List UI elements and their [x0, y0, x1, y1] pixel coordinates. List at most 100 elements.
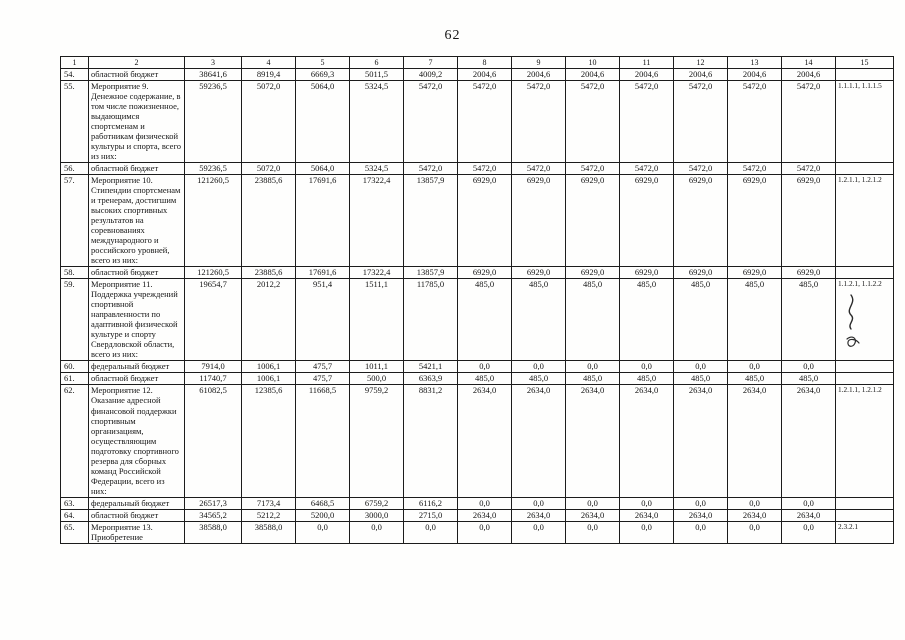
table-row: 59. Мероприятие 11. Поддержка учреждений …	[60, 278, 894, 362]
value-cell: 5472,0	[403, 80, 458, 164]
value-cell: 0,0	[565, 496, 620, 510]
value-cell: 485,0	[781, 372, 836, 386]
value-cell: 6929,0	[511, 266, 566, 280]
row-number-cell: 62.	[60, 384, 89, 498]
table-row: 55. Мероприятие 9. Денежное содержание, в…	[60, 80, 894, 164]
row-number-cell: 58.	[60, 266, 89, 280]
value-cell: 6116,2	[403, 496, 458, 510]
value-cell: 485,0	[619, 372, 674, 386]
value-cell: 11668,5	[295, 384, 350, 498]
value-cell: 17691,6	[295, 174, 350, 268]
value-cell: 4009,2	[403, 67, 458, 82]
value-cell: 23885,6	[241, 266, 296, 280]
value-cell: 9759,2	[349, 384, 404, 498]
value-cell: 5472,0	[673, 80, 728, 164]
row-name-cell: Мероприятие 13. Приобретение	[88, 520, 185, 544]
value-cell: 12385,6	[241, 384, 296, 498]
value-cell: 6759,2	[349, 496, 404, 510]
value-cell: 34565,2	[184, 508, 242, 522]
row-number-cell: 61.	[60, 372, 89, 386]
value-cell: 0,0	[511, 496, 566, 510]
value-cell: 485,0	[511, 372, 566, 386]
value-cell: 2634,0	[457, 508, 512, 522]
value-cell: 13857,9	[403, 266, 458, 280]
value-cell: 2634,0	[673, 384, 728, 498]
value-cell: 2634,0	[565, 508, 620, 522]
table-row: 60. федеральный бюджет 7914,0 1006,1 475,7 10…	[60, 360, 894, 374]
value-cell: 26517,3	[184, 496, 242, 510]
value-cell: 2634,0	[511, 384, 566, 498]
value-cell: 38588,0	[241, 520, 296, 544]
value-cell: 17691,6	[295, 266, 350, 280]
value-cell: 0,0	[673, 360, 728, 374]
value-cell: 2634,0	[781, 384, 836, 498]
ref-cell	[835, 67, 894, 82]
row-name-cell: федеральный бюджет	[88, 360, 185, 374]
value-cell: 0,0	[565, 520, 620, 544]
row-number-cell: 64.	[60, 508, 89, 522]
value-cell: 485,0	[727, 372, 782, 386]
row-name-cell: областной бюджет	[88, 67, 185, 82]
value-cell: 6929,0	[673, 174, 728, 268]
value-cell: 1006,1	[241, 372, 296, 386]
value-cell: 38641,6	[184, 67, 242, 82]
value-cell: 2634,0	[781, 508, 836, 522]
ref-cell	[835, 372, 894, 386]
value-cell: 5324,5	[349, 80, 404, 164]
page-number: 62	[444, 28, 461, 43]
value-cell: 6468,5	[295, 496, 350, 510]
value-cell: 6929,0	[457, 266, 512, 280]
value-cell: 6929,0	[727, 174, 782, 268]
value-cell: 475,7	[295, 372, 350, 386]
value-cell: 6929,0	[673, 266, 728, 280]
value-cell: 23885,6	[241, 174, 296, 268]
value-cell: 2004,6	[673, 67, 728, 82]
value-cell: 2004,6	[727, 67, 782, 82]
value-cell: 17322,4	[349, 266, 404, 280]
value-cell: 485,0	[565, 278, 620, 362]
row-number-cell: 57.	[60, 174, 89, 268]
column-number-header: 1	[60, 56, 89, 69]
row-number-cell: 65.	[60, 520, 89, 544]
value-cell: 11785,0	[403, 278, 458, 362]
value-cell: 2634,0	[727, 384, 782, 498]
value-cell: 2634,0	[565, 384, 620, 498]
value-cell: 5472,0	[727, 162, 782, 176]
column-number-header: 8	[457, 56, 512, 69]
value-cell: 2004,6	[619, 67, 674, 82]
value-cell: 11740,7	[184, 372, 242, 386]
value-cell: 0,0	[457, 496, 512, 510]
value-cell: 2634,0	[457, 384, 512, 498]
value-cell: 5472,0	[673, 162, 728, 176]
value-cell: 0,0	[619, 496, 674, 510]
value-cell: 59236,5	[184, 162, 242, 176]
value-cell: 485,0	[781, 278, 836, 362]
value-cell: 2634,0	[727, 508, 782, 522]
table-row: 65. Мероприятие 13. Приобретение 38588,0 38…	[60, 520, 894, 544]
value-cell: 6929,0	[619, 266, 674, 280]
row-name-cell: областной бюджет	[88, 266, 185, 280]
value-cell: 6669,3	[295, 67, 350, 82]
value-cell: 38588,0	[184, 520, 242, 544]
value-cell: 485,0	[673, 278, 728, 362]
value-cell: 5200,0	[295, 508, 350, 522]
value-cell: 485,0	[565, 372, 620, 386]
value-cell: 5011,5	[349, 67, 404, 82]
table-row: 58. областной бюджет 121260,5 23885,6 17691,…	[60, 266, 894, 280]
value-cell: 5472,0	[619, 80, 674, 164]
row-number-cell: 56.	[60, 162, 89, 176]
value-cell: 0,0	[457, 360, 512, 374]
value-cell: 5421,1	[403, 360, 458, 374]
value-cell: 8919,4	[241, 67, 296, 82]
value-cell: 5472,0	[727, 80, 782, 164]
value-cell: 5324,5	[349, 162, 404, 176]
row-name-cell: областной бюджет	[88, 508, 185, 522]
value-cell: 5472,0	[565, 80, 620, 164]
ref-cell	[835, 266, 894, 280]
value-cell: 0,0	[619, 520, 674, 544]
value-cell: 0,0	[781, 360, 836, 374]
ref-cell	[835, 162, 894, 176]
value-cell: 5472,0	[403, 162, 458, 176]
value-cell: 0,0	[457, 520, 512, 544]
